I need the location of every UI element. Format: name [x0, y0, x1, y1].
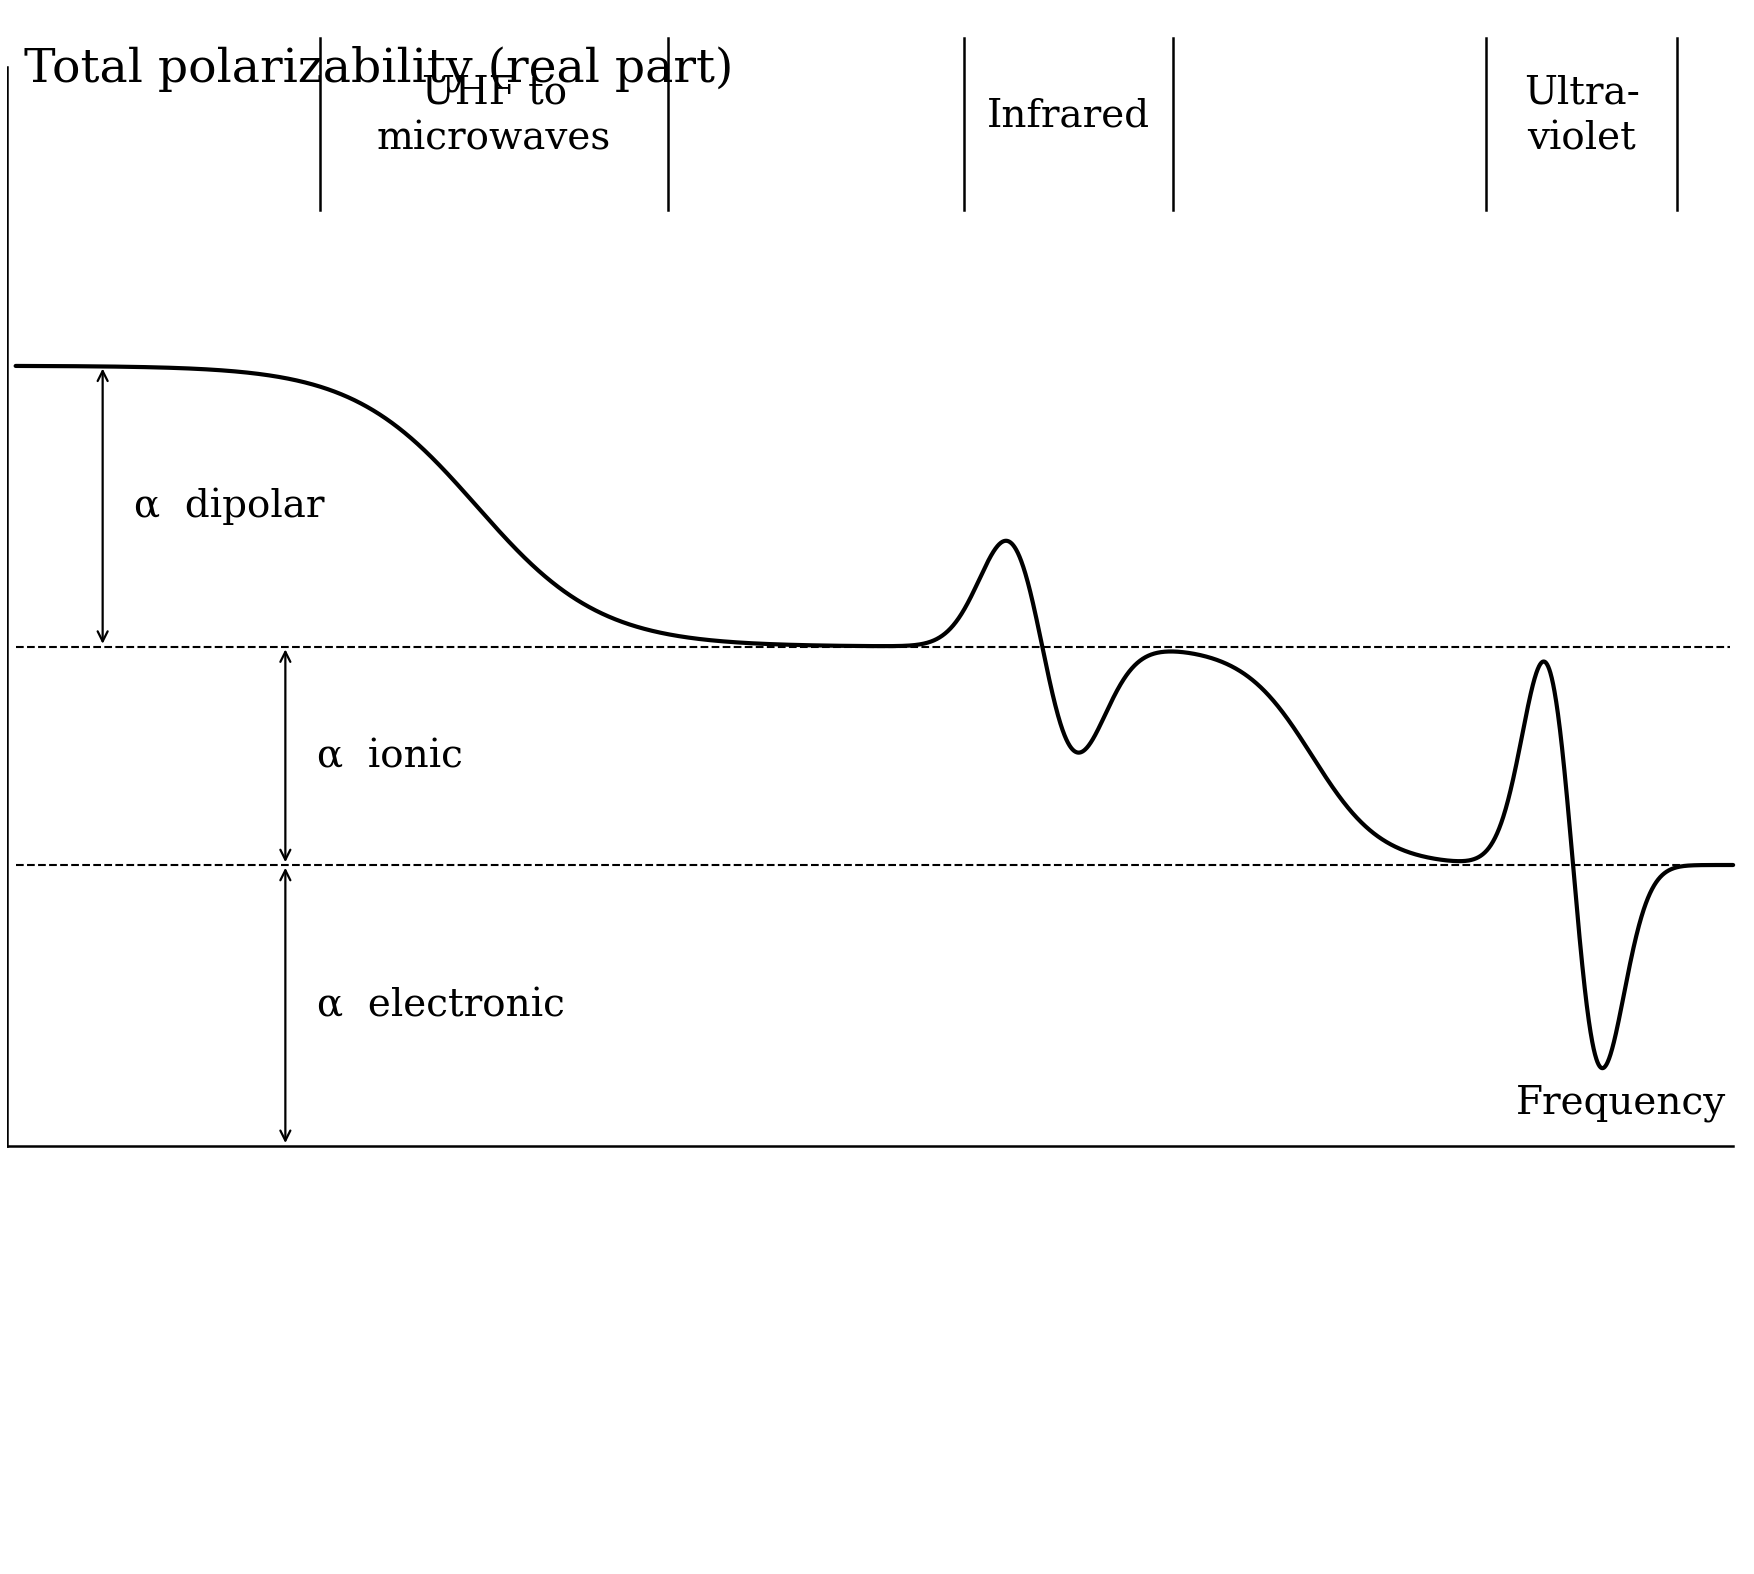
Text: α  ionic: α ionic: [317, 737, 463, 774]
Text: Infrared: Infrared: [988, 98, 1151, 135]
Text: Frequency: Frequency: [1515, 1084, 1726, 1122]
Text: Ultra-
violet: Ultra- violet: [1524, 76, 1640, 157]
Text: UHF to
microwaves: UHF to microwaves: [377, 76, 612, 157]
Text: α  dipolar: α dipolar: [133, 488, 324, 526]
Text: α  electronic: α electronic: [317, 987, 565, 1025]
Text: Total polarizability (real part): Total polarizability (real part): [25, 46, 733, 93]
